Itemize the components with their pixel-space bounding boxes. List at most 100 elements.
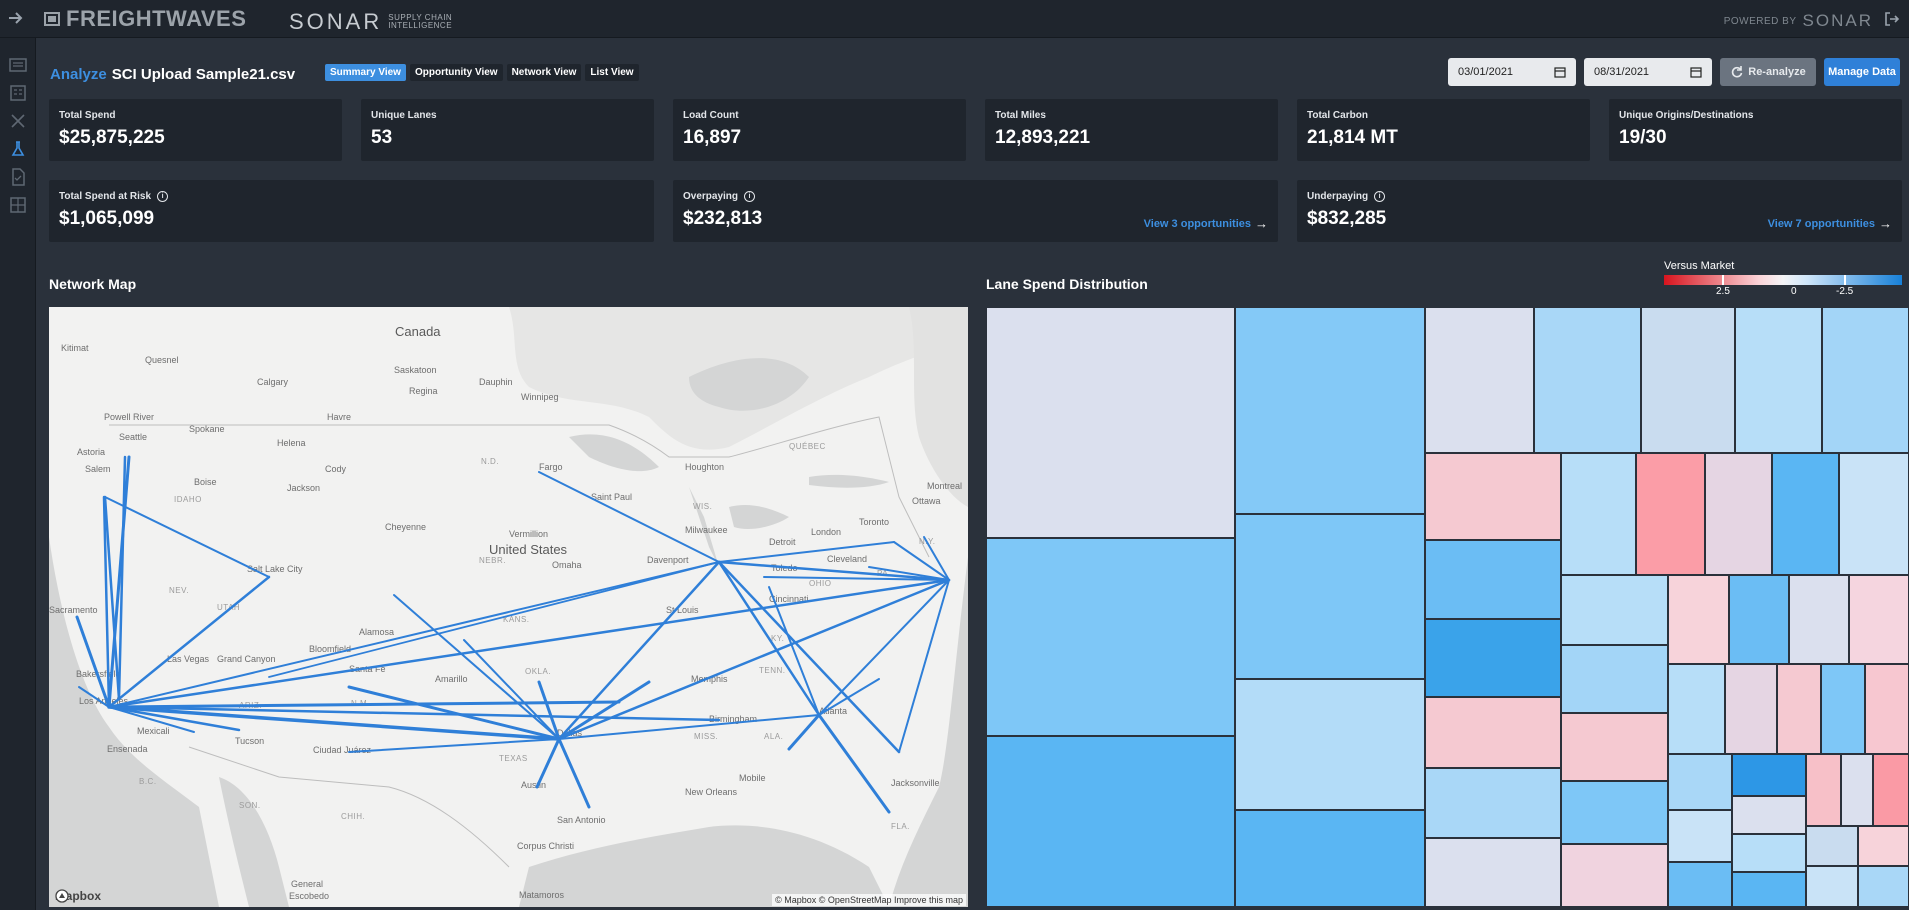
treemap-cell[interactable] [1561, 575, 1668, 645]
treemap-cell[interactable] [986, 736, 1235, 907]
map-label: Salt Lake City [247, 564, 303, 574]
info-icon[interactable]: i [1374, 191, 1386, 202]
reanalyze-button[interactable]: Re-analyze [1720, 58, 1816, 86]
tab-summary-view[interactable]: Summary View [325, 64, 406, 81]
treemap-cell[interactable] [1235, 514, 1425, 679]
tab-opportunity-view[interactable]: Opportunity View [409, 64, 503, 81]
treemap-cell[interactable] [1561, 781, 1668, 844]
dashboard-icon[interactable] [7, 54, 29, 76]
map-label: KY. [771, 634, 785, 643]
treemap-cell[interactable] [1873, 754, 1909, 826]
manage-data-button[interactable]: Manage Data [1824, 58, 1900, 86]
file-name: SCI Upload Sample21.csv [111, 65, 296, 83]
treemap-cell[interactable] [1806, 866, 1858, 907]
treemap-cell[interactable] [1806, 826, 1858, 866]
treemap-cell[interactable] [1806, 754, 1841, 826]
info-icon[interactable]: i [157, 191, 169, 202]
treemap-cell[interactable] [1425, 619, 1561, 697]
treemap-cell[interactable] [1235, 307, 1425, 514]
network-grid-icon[interactable] [7, 194, 29, 216]
map-label: San Antonio [557, 815, 606, 825]
treemap-cell[interactable] [1822, 307, 1909, 453]
treemap-cell[interactable] [1235, 810, 1425, 907]
risk-label-text: Underpaying [1307, 191, 1369, 202]
freightwaves-logo[interactable]: FREIGHTWAVES [44, 6, 246, 31]
treemap-cell[interactable] [1732, 754, 1806, 796]
map-label: Dallas [557, 728, 583, 738]
treemap-cell[interactable] [1425, 697, 1561, 768]
info-icon[interactable]: i [744, 191, 756, 202]
treemap-cell[interactable] [1668, 754, 1732, 810]
treemap-cell[interactable] [1705, 453, 1772, 575]
analyze-flask-icon[interactable] [7, 138, 29, 160]
treemap-cell[interactable] [1561, 645, 1668, 713]
treemap-cell[interactable] [1425, 838, 1561, 907]
treemap-cell[interactable] [1729, 575, 1789, 664]
mapbox-logo[interactable]: mapbox [55, 889, 101, 903]
treemap-cell[interactable] [1668, 575, 1729, 664]
treemap-cell[interactable] [1561, 844, 1668, 907]
risk-value: $232,813 [683, 208, 763, 229]
end-date-input[interactable]: 08/31/2021 [1584, 58, 1712, 86]
view-underpaying-opportunities-link[interactable]: View 7 opportunities → [1768, 216, 1892, 231]
network-map[interactable]: Canada United States Kitimat Quesnel Cal… [49, 307, 968, 907]
building-icon[interactable] [7, 82, 29, 104]
treemap-cell[interactable] [1534, 307, 1641, 453]
calendar-icon[interactable] [1690, 66, 1702, 78]
treemap-cell[interactable] [1235, 679, 1425, 810]
legend-scale-labels: 2.5 0 -2.5 [1664, 286, 1909, 298]
treemap-cell[interactable] [1858, 866, 1909, 907]
arrow-right-icon: → [1255, 216, 1268, 231]
map-label: Houghton [685, 462, 725, 472]
treemap-cell[interactable] [1561, 713, 1668, 781]
sonar-logo[interactable]: SONAR SUPPLY CHAIN INTELLIGENCE [289, 9, 452, 35]
reanalyze-label: Re-analyze [1748, 66, 1806, 78]
view-overpaying-opportunities-link[interactable]: View 3 opportunities → [1144, 216, 1268, 231]
treemap-cell[interactable] [1668, 810, 1732, 862]
treemap-cell[interactable] [1732, 796, 1806, 834]
treemap-cell[interactable] [1425, 307, 1534, 453]
treemap-cell[interactable] [1425, 540, 1561, 619]
sonar-subtitle-line2: INTELLIGENCE [388, 21, 453, 30]
map-label: Regina [409, 386, 438, 396]
map-label: Bloomfield [309, 644, 352, 654]
treemap-cell[interactable] [1735, 307, 1822, 453]
expand-sidebar-icon[interactable] [6, 8, 26, 28]
treemap-cell[interactable] [1668, 862, 1732, 907]
map-label: SON. [239, 801, 261, 810]
treemap-cell[interactable] [1858, 826, 1909, 866]
treemap-cell[interactable] [1841, 754, 1873, 826]
risk-label: Total Spend at Risk i [59, 191, 644, 202]
treemap-cell[interactable] [1821, 664, 1865, 754]
treemap-cell[interactable] [1772, 453, 1839, 575]
treemap-cell[interactable] [1865, 664, 1909, 754]
treemap-cell[interactable] [1725, 664, 1777, 754]
treemap-cell[interactable] [1732, 834, 1806, 872]
document-icon[interactable] [7, 166, 29, 188]
treemap-cell[interactable] [986, 538, 1235, 736]
treemap-cell[interactable] [1849, 575, 1909, 664]
risk-label-text: Overpaying [683, 191, 739, 202]
lane-spend-treemap[interactable] [986, 307, 1909, 907]
treemap-cell[interactable] [1839, 453, 1909, 575]
calendar-icon[interactable] [1554, 66, 1566, 78]
treemap-cell[interactable] [1732, 872, 1806, 907]
treemap-cell[interactable] [1777, 664, 1821, 754]
treemap-cell[interactable] [1668, 664, 1725, 754]
tab-network-view[interactable]: Network View [506, 64, 582, 81]
treemap-cell[interactable] [1425, 768, 1561, 838]
treemap-cell[interactable] [1789, 575, 1849, 664]
treemap-cell[interactable] [1641, 307, 1735, 453]
start-date-input[interactable]: 03/01/2021 [1448, 58, 1576, 86]
logout-icon[interactable] [1883, 10, 1901, 28]
treemap-cell[interactable] [986, 307, 1235, 538]
treemap-cell[interactable] [1425, 453, 1561, 540]
treemap-cell[interactable] [1636, 453, 1705, 575]
map-attribution[interactable]: © Mapbox © OpenStreetMap Improve this ma… [772, 894, 966, 906]
map-label: NEV. [169, 586, 189, 595]
tab-list-view[interactable]: List View [585, 64, 639, 81]
map-label: Birmingham [709, 714, 758, 724]
legend-title: Versus Market [1664, 260, 1735, 272]
treemap-cell[interactable] [1561, 453, 1636, 575]
tools-icon[interactable] [7, 110, 29, 132]
